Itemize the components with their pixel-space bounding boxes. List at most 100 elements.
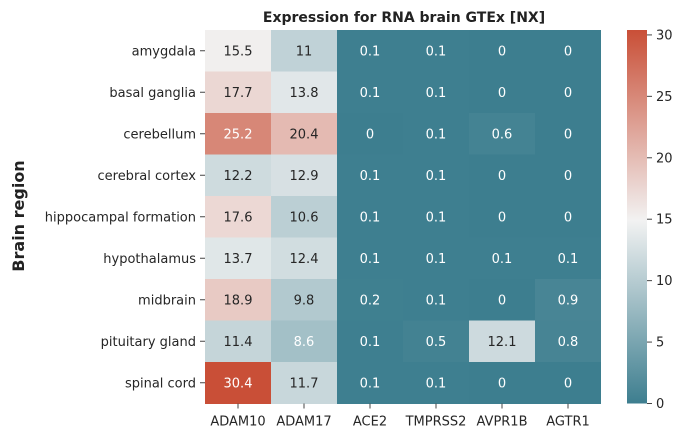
heatmap-cell	[271, 30, 337, 72]
heatmap-cell	[205, 237, 271, 280]
heatmap-cell	[403, 196, 469, 238]
cell-value-label: 0.9	[558, 293, 579, 308]
cell-value-label: 0.1	[426, 376, 447, 391]
cell-value-label: 0	[498, 210, 506, 225]
cell-value-label: 0	[498, 376, 506, 391]
heatmap-cell	[271, 237, 337, 280]
heatmap-cell	[205, 320, 271, 363]
heatmap-cell	[535, 237, 601, 280]
cell-value-label: 10.6	[290, 210, 319, 225]
colorbar-tick-label: 25	[656, 90, 673, 105]
heatmap-cell	[469, 362, 535, 404]
colorbar-gradient	[627, 30, 647, 404]
colorbar-tick-label: 10	[656, 274, 673, 289]
heatmap-cell	[403, 320, 469, 363]
cell-value-label: 0	[564, 210, 572, 225]
heatmap-cell	[535, 362, 601, 404]
colorbar-tick-label: 15	[656, 213, 673, 228]
chart-title: Expression for RNA brain GTEx [NX]	[263, 10, 545, 26]
cell-value-label: 25.2	[224, 127, 253, 142]
cell-value-label: 18.9	[224, 293, 253, 308]
cell-value-label: 0.1	[360, 169, 381, 184]
heatmap-cell	[205, 71, 271, 114]
cell-value-label: 0	[564, 169, 572, 184]
cell-value-label: 0.2	[360, 293, 381, 308]
cell-value-label: 0	[366, 127, 374, 142]
heatmap-cell	[271, 362, 337, 404]
heatmap-cell	[403, 279, 469, 321]
colorbar-tick-label: 0	[656, 397, 664, 412]
cell-value-label: 0.1	[360, 376, 381, 391]
heatmap-cells: 15.5 11 0.1 0.1 0 0 17.7 13.8 0.1 0.1 0 0 25.2 20.4 0 0…	[205, 30, 601, 404]
colorbar-tick-label: 30	[656, 28, 673, 43]
cell-value-label: 0	[498, 44, 506, 59]
heatmap-cell	[535, 154, 601, 197]
colorbar: 0 5 10 15 20 25 30	[627, 28, 673, 412]
cell-value-label: 0.5	[426, 335, 447, 350]
heatmap-cell	[205, 362, 271, 404]
y-axis-label: Brain region	[9, 160, 28, 271]
heatmap-cell	[337, 362, 403, 404]
cell-value-label: 0.1	[360, 252, 381, 267]
column-label: ADAM17	[276, 415, 331, 430]
heatmap-cell	[337, 196, 403, 238]
cell-value-label: 8.6	[294, 335, 315, 350]
cell-value-label: 0.1	[426, 169, 447, 184]
heatmap-cell	[469, 113, 535, 155]
cell-value-label: 0.1	[426, 86, 447, 101]
cell-value-label: 13.8	[290, 86, 319, 101]
heatmap-cell	[271, 279, 337, 321]
heatmap-cell	[271, 113, 337, 155]
cell-value-label: 0	[564, 86, 572, 101]
cell-value-label: 0.1	[426, 210, 447, 225]
row-label: basal ganglia	[109, 86, 196, 101]
heatmap-cell	[469, 71, 535, 114]
heatmap-cell	[271, 320, 337, 363]
column-labels: ADAM10 ADAM17 ACE2 TMPRSS2 AVPR1B AGTR1	[210, 403, 590, 430]
cell-value-label: 0.1	[360, 44, 381, 59]
heatmap-cell	[469, 30, 535, 72]
heatmap-cell	[205, 154, 271, 197]
cell-value-label: 0.1	[426, 293, 447, 308]
heatmap-cell	[403, 154, 469, 197]
heatmap-cell	[205, 113, 271, 155]
heatmap-cell	[469, 279, 535, 321]
row-label: hippocampal formation	[45, 210, 196, 225]
heatmap-cell	[337, 320, 403, 363]
cell-value-label: 0.6	[492, 127, 513, 142]
row-label: spinal cord	[125, 376, 196, 391]
heatmap-cell	[469, 237, 535, 280]
row-labels: amygdala basal ganglia cerebellum cerebral …	[45, 44, 205, 391]
heatmap-cell	[403, 113, 469, 155]
heatmap-cell	[535, 279, 601, 321]
cell-value-label: 15.5	[224, 44, 253, 59]
row-label: midbrain	[138, 293, 196, 308]
cell-value-label: 0	[498, 86, 506, 101]
heatmap-cell	[403, 30, 469, 72]
cell-value-label: 12.4	[290, 252, 319, 267]
cell-value-label: 0.1	[426, 252, 447, 267]
cell-value-label: 11.4	[224, 335, 253, 350]
heatmap-cell	[205, 279, 271, 321]
heatmap-cell	[535, 320, 601, 363]
colorbar-tick-label: 20	[656, 151, 673, 166]
heatmap-cell	[337, 30, 403, 72]
cell-value-label: 0.1	[492, 252, 513, 267]
heatmap-cell	[535, 196, 601, 238]
row-label: hypothalamus	[103, 252, 196, 267]
cell-value-label: 0	[498, 293, 506, 308]
cell-value-label: 17.6	[224, 210, 253, 225]
cell-value-label: 0	[498, 169, 506, 184]
cell-value-label: 0	[564, 44, 572, 59]
cell-value-label: 20.4	[290, 127, 319, 142]
heatmap-cell	[535, 113, 601, 155]
heatmap-cell	[469, 320, 535, 363]
cell-value-label: 17.7	[224, 86, 253, 101]
cell-value-label: 0.1	[360, 210, 381, 225]
cell-value-label: 13.7	[224, 252, 253, 267]
row-label: pituitary gland	[101, 335, 196, 350]
heatmap-cell	[403, 362, 469, 404]
heatmap-cell	[337, 237, 403, 280]
cell-value-label: 11	[296, 44, 313, 59]
column-label: AGTR1	[546, 415, 590, 430]
